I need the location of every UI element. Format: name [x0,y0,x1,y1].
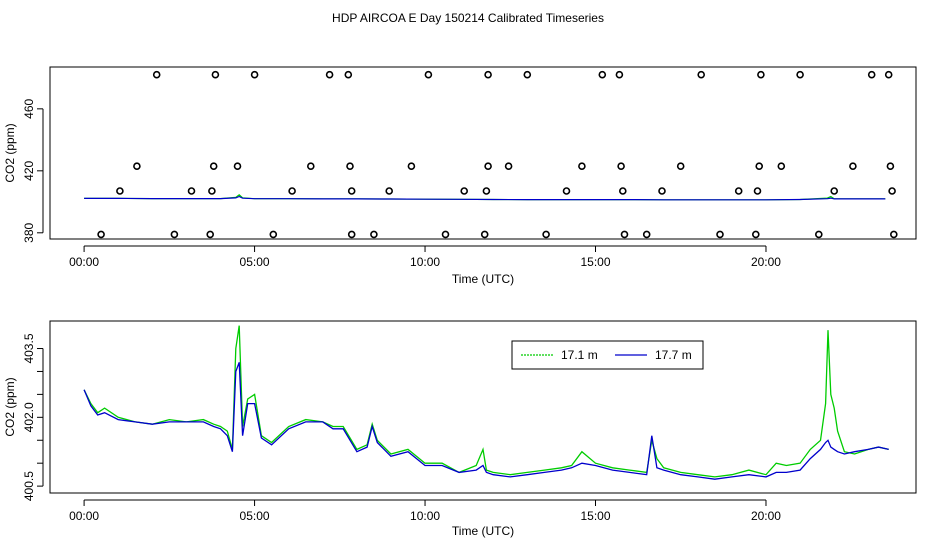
data-point [407,162,416,170]
data-point [889,230,898,239]
bottom-panel: 00:00 05:00 10:00 15:00 20:00 400.5 402.0 403.5… [3,320,917,538]
data-point [209,162,218,170]
top-axes: 00:00 05:00 10:00 15:00 20:00 380 420 460 [22,99,781,269]
data-point [347,187,356,195]
legend-label-17-1m: 17.1 m [561,348,598,362]
data-point [370,230,378,239]
top-x-tick-label: 10:00 [410,255,440,269]
data-point [888,187,896,195]
data-point [598,70,607,79]
top-y-axis-label: CO2 (ppm) [3,123,17,182]
data-point [187,187,196,195]
data-point [233,162,242,170]
data-point [208,187,216,195]
data-point [250,70,259,79]
data-point [849,162,857,170]
data-point [424,70,433,79]
data-point [867,70,876,79]
bottom-y-tick-label: 400.5 [22,471,36,501]
data-point [116,187,124,195]
data-point [460,187,469,195]
data-point [484,70,492,79]
data-point [269,230,278,239]
top-panel: 00:00 05:00 10:00 15:00 20:00 380 420 460 Time … [3,66,917,286]
bottom-plot-frame [49,320,917,494]
data-point [325,70,334,79]
data-point [306,162,315,170]
data-point [884,70,893,79]
data-point [757,70,765,79]
top-series-17-7m-line [84,195,886,201]
bottom-series-17-7m-line [83,362,889,480]
data-point [133,162,141,170]
legend: 17.1 m 17.7 m [511,340,704,370]
data-point [578,162,586,170]
bottom-x-tick-label: 00:00 [69,509,99,523]
top-x-tick-label: 05:00 [240,255,270,269]
data-point [886,162,895,170]
bottom-x-tick-label: 15:00 [580,509,610,523]
data-point [697,70,706,79]
bottom-series-17-1m-line [83,325,889,478]
data-point [755,162,764,170]
data-point [796,70,804,79]
top-x-tick-label: 20:00 [751,255,781,269]
figure-title: HDP AIRCOA E Day 150214 Calibrated Times… [332,11,604,25]
bottom-y-axis-label: CO2 (ppm) [3,377,17,436]
data-point [658,187,666,195]
bottom-y-tick-label: 403.5 [22,333,36,363]
data-point [734,187,743,195]
data-point [484,162,492,170]
data-point [441,230,450,239]
data-point [211,70,220,79]
data-point [642,230,651,239]
data-point [170,230,179,239]
data-point [615,70,624,79]
bottom-y-tick-label: 402.0 [22,402,36,432]
data-point [751,230,760,239]
top-y-tick-label: 460 [22,99,36,119]
top-scatter [97,70,898,239]
data-point [344,70,353,79]
data-point [97,230,105,239]
data-point [542,230,550,239]
bottom-x-tick-label: 20:00 [751,509,781,523]
data-point [504,162,513,170]
top-x-tick-label: 00:00 [69,255,99,269]
data-point [620,230,629,239]
data-point [830,187,839,195]
bottom-x-tick-label: 10:00 [410,509,440,523]
data-point [206,230,214,239]
data-point [676,162,685,170]
data-point [617,162,625,170]
data-point [562,187,571,195]
data-point [814,230,823,239]
data-point [777,162,786,170]
top-y-tick-label: 420 [22,160,36,180]
data-point [480,230,489,239]
data-point [152,70,161,79]
data-point [753,187,762,195]
data-point [385,187,394,195]
data-point [618,187,627,195]
bottom-axes: 00:00 05:00 10:00 15:00 20:00 400.5 402.0 403.5 [22,333,781,523]
bottom-x-tick-label: 05:00 [240,509,270,523]
data-point [288,187,296,195]
top-x-tick-label: 15:00 [580,255,610,269]
data-point [482,187,491,195]
data-point [347,230,356,239]
data-point [523,70,532,79]
data-point [346,162,354,170]
top-plot-frame [49,66,917,240]
bottom-x-axis-label: Time (UTC) [452,524,514,538]
data-point [716,230,724,239]
top-y-tick-label: 380 [22,222,36,242]
top-x-axis-label: Time (UTC) [452,272,514,286]
legend-label-17-7m: 17.7 m [655,348,692,362]
